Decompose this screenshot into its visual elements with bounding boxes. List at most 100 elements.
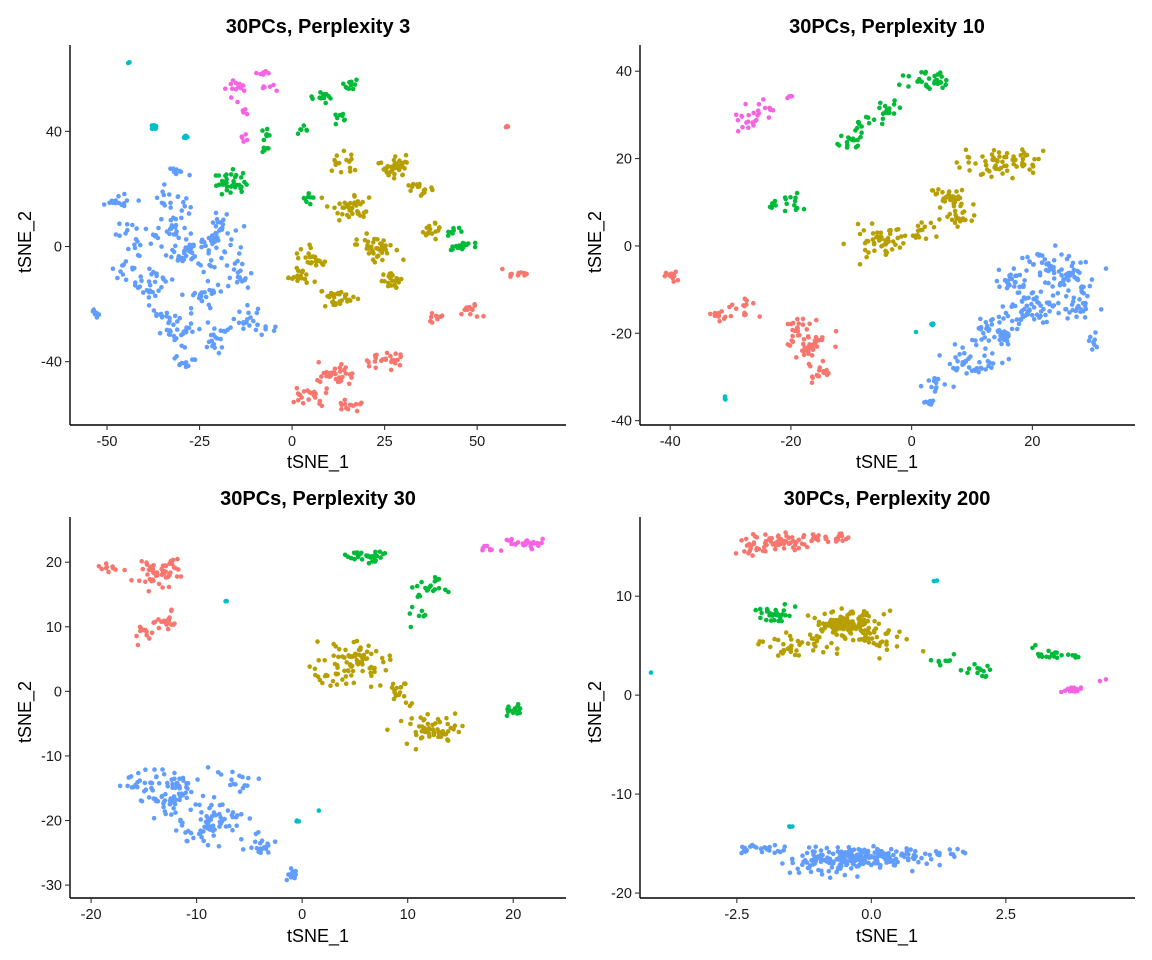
data-point <box>316 360 322 365</box>
data-point <box>947 361 953 367</box>
data-point <box>863 633 868 638</box>
data-point <box>839 133 844 139</box>
data-point <box>793 207 799 212</box>
data-point <box>174 319 180 324</box>
data-point <box>1025 309 1031 315</box>
data-point <box>856 846 861 852</box>
data-point <box>781 848 786 853</box>
data-point <box>772 850 777 856</box>
data-point <box>426 731 432 737</box>
x-tick-label: 0 <box>298 907 306 923</box>
data-point <box>805 613 811 618</box>
data-point <box>742 303 747 309</box>
data-point <box>971 202 976 207</box>
data-point <box>1017 272 1023 278</box>
data-point <box>181 257 187 262</box>
data-point <box>239 812 244 817</box>
data-point <box>915 228 921 233</box>
data-point <box>846 844 852 850</box>
data-point <box>1051 303 1057 308</box>
data-point <box>757 314 762 319</box>
x-tick-label: -20 <box>81 907 102 923</box>
data-point <box>305 194 311 200</box>
data-point <box>190 292 196 298</box>
data-point <box>880 116 886 122</box>
data-point <box>124 198 130 203</box>
data-point <box>332 205 337 211</box>
data-point <box>147 288 153 293</box>
data-point <box>389 685 395 690</box>
data-point <box>359 557 365 562</box>
data-point <box>468 311 473 317</box>
x-axis-label: tSNE_1 <box>856 926 918 947</box>
data-point <box>415 184 421 190</box>
data-point <box>1030 170 1036 175</box>
data-point <box>350 211 355 216</box>
data-point <box>394 247 400 253</box>
data-point <box>838 621 844 626</box>
data-point <box>294 385 300 391</box>
data-point <box>989 322 995 327</box>
data-point <box>358 201 363 207</box>
data-point <box>1027 259 1032 265</box>
data-point <box>308 201 313 207</box>
data-point <box>1020 255 1025 261</box>
data-point <box>1038 313 1043 319</box>
data-point <box>870 237 876 242</box>
plot-panel-2: 30PCs, Perplexity 10 tSNE_1 tSNE_2 -40 -2… <box>576 0 1152 480</box>
data-point <box>1023 313 1028 319</box>
data-point <box>456 729 462 735</box>
data-point <box>139 798 145 804</box>
data-point <box>346 381 352 387</box>
data-point <box>342 668 347 674</box>
data-point <box>255 306 261 312</box>
data-point <box>829 865 835 870</box>
data-point <box>373 365 379 371</box>
data-point <box>201 239 207 245</box>
data-point <box>999 341 1004 347</box>
data-point <box>404 741 410 747</box>
data-point <box>149 126 155 132</box>
data-point <box>342 117 348 123</box>
data-point <box>252 839 258 845</box>
data-point <box>1074 314 1079 320</box>
data-point <box>1036 156 1041 162</box>
data-point <box>307 254 313 260</box>
x-tick-label: -40 <box>660 434 681 450</box>
data-point <box>295 255 301 261</box>
data-point <box>301 123 307 128</box>
data-point <box>983 159 988 164</box>
data-point <box>723 397 728 402</box>
data-point <box>366 643 371 649</box>
data-point <box>352 193 357 198</box>
data-point <box>824 845 830 851</box>
data-point <box>867 631 873 636</box>
data-point <box>931 224 937 230</box>
data-point <box>445 721 451 727</box>
data-point <box>788 649 794 655</box>
data-point <box>211 810 217 815</box>
data-point <box>347 662 353 667</box>
data-point <box>304 280 310 286</box>
data-point <box>351 680 357 686</box>
data-point <box>240 774 245 780</box>
data-point <box>855 874 860 879</box>
data-point <box>163 253 169 258</box>
data-point <box>240 847 246 852</box>
data-point <box>881 612 887 617</box>
data-point <box>408 721 413 727</box>
data-point <box>835 865 841 871</box>
data-point <box>307 664 313 669</box>
data-point <box>985 663 990 669</box>
data-point <box>224 212 229 217</box>
data-point <box>378 241 383 246</box>
data-point <box>136 198 141 203</box>
data-point <box>1020 160 1025 165</box>
y-tick-label: 40 <box>616 64 632 80</box>
data-point <box>1092 337 1097 343</box>
data-point <box>782 602 788 607</box>
data-point <box>150 788 155 793</box>
data-point <box>920 227 925 233</box>
data-point <box>834 869 839 875</box>
data-point <box>883 248 888 254</box>
